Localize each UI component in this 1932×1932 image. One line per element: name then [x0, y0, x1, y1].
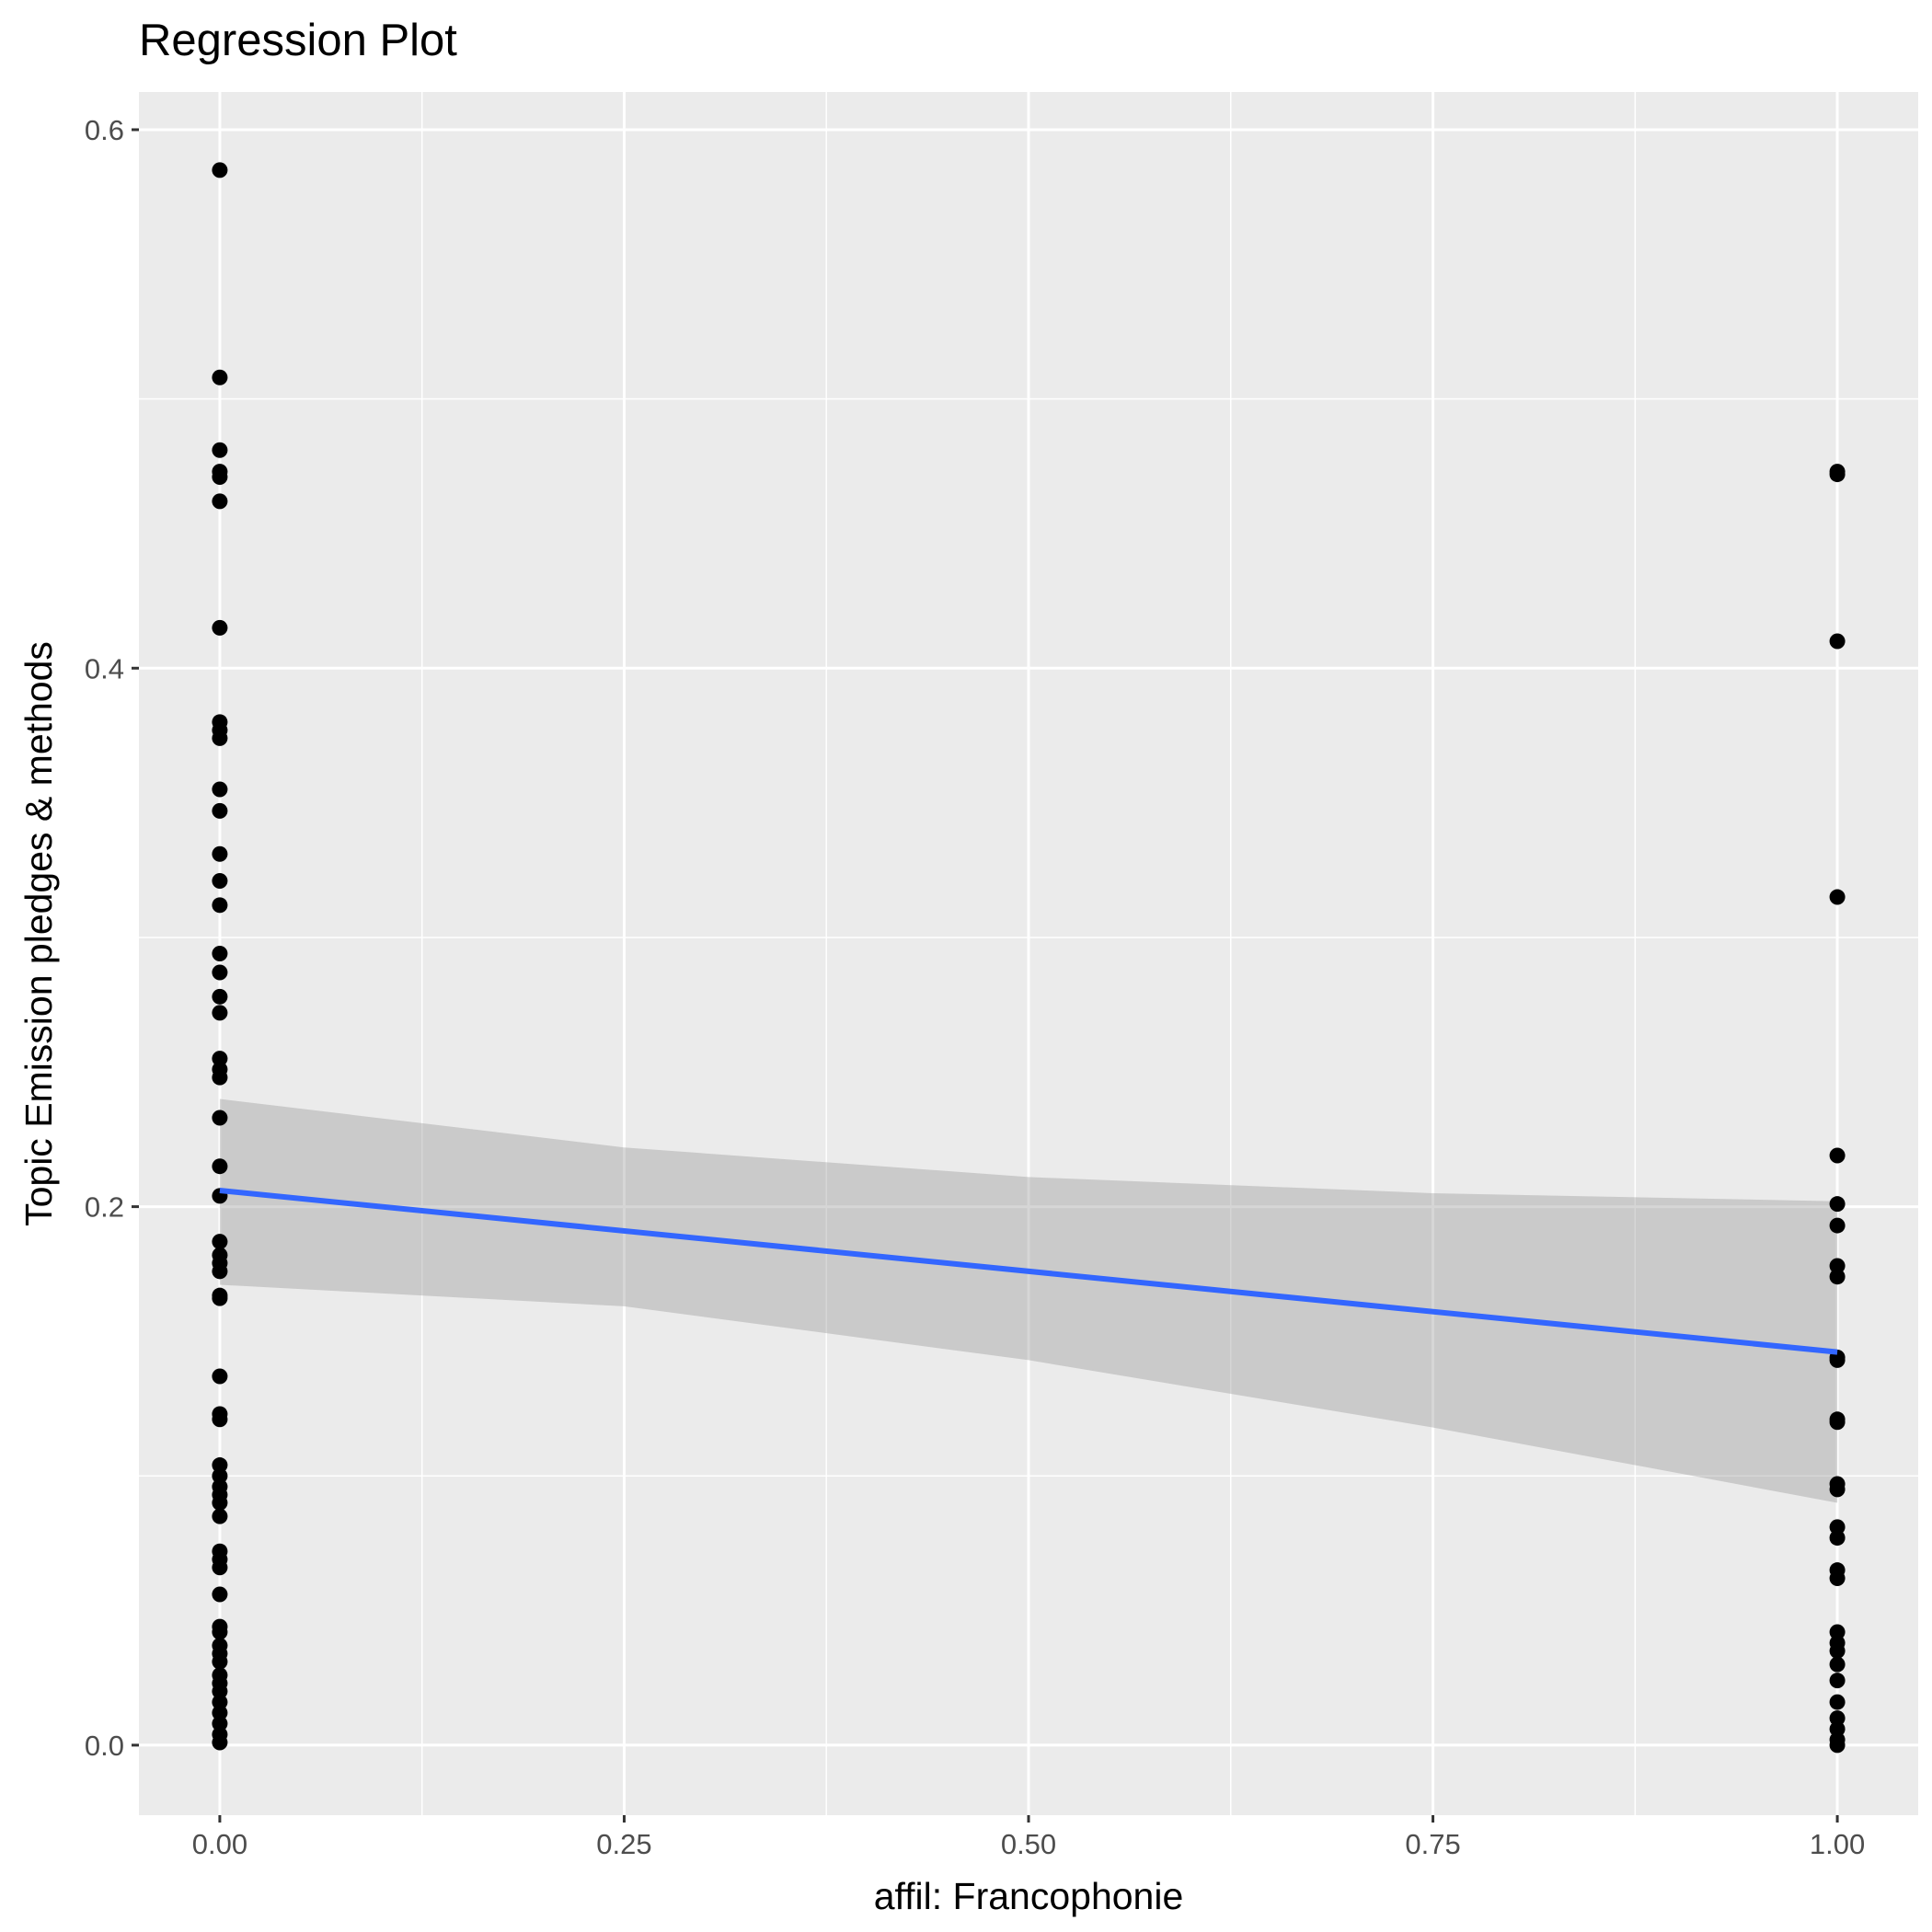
- data-point: [1829, 1737, 1846, 1754]
- data-point: [1829, 1269, 1846, 1285]
- y-tick-label: 0.0: [85, 1730, 124, 1762]
- data-point: [1829, 1147, 1846, 1164]
- x-tick-label: 0.25: [596, 1828, 651, 1860]
- data-point: [212, 802, 228, 819]
- data-point: [212, 1508, 228, 1524]
- data-point: [1829, 889, 1846, 905]
- data-point: [212, 1734, 228, 1751]
- y-axis-title: Topic Emission pledges & methods: [17, 641, 60, 1226]
- data-point: [212, 1495, 228, 1512]
- data-point: [1829, 1642, 1846, 1659]
- data-point: [212, 1457, 228, 1474]
- x-axis-title: affil: Francophonie: [874, 1875, 1184, 1917]
- data-point: [212, 845, 228, 862]
- data-point: [212, 162, 228, 178]
- data-point: [212, 619, 228, 636]
- data-point: [1829, 1710, 1846, 1727]
- data-point: [1829, 1519, 1846, 1535]
- data-point: [212, 1051, 228, 1067]
- data-point: [212, 369, 228, 385]
- x-tick-label: 0.50: [1001, 1828, 1056, 1860]
- data-point: [212, 1715, 228, 1731]
- x-tick-label: 0.00: [192, 1828, 247, 1860]
- data-point: [1829, 1694, 1846, 1710]
- data-point: [212, 872, 228, 889]
- data-point: [212, 1694, 228, 1710]
- data-point: [212, 946, 228, 961]
- data-point: [212, 1559, 228, 1576]
- data-point: [212, 1110, 228, 1126]
- data-point: [1829, 1196, 1846, 1213]
- data-point: [212, 1368, 228, 1385]
- data-point: [1829, 1351, 1846, 1368]
- data-point: [1829, 1481, 1846, 1498]
- data-point: [212, 442, 228, 458]
- data-point: [212, 1005, 228, 1021]
- regression-line: [219, 1188, 1838, 1355]
- data-point: [212, 1624, 228, 1640]
- data-point: [1829, 1414, 1846, 1431]
- data-point: [1829, 1624, 1846, 1640]
- data-point: [212, 1467, 228, 1484]
- data-point: [212, 468, 228, 485]
- data-point: [212, 988, 228, 1005]
- data-point: [1829, 1673, 1846, 1689]
- data-point: [1829, 1258, 1846, 1274]
- chart-title: Regression Plot: [139, 16, 457, 65]
- data-point: [1829, 466, 1846, 483]
- y-tick-label: 0.6: [85, 114, 124, 146]
- data-point: [212, 1653, 228, 1670]
- data-point: [212, 964, 228, 981]
- data-point: [212, 1411, 228, 1428]
- y-axis: 0.0 0.2 0.4 0.6: [85, 114, 139, 1762]
- data-point: [212, 730, 228, 746]
- data-point: [212, 1263, 228, 1280]
- x-axis: 0.00 0.25 0.50 0.75 1.00: [192, 1815, 1865, 1860]
- data-points: [212, 162, 1846, 1754]
- data-point: [212, 493, 228, 510]
- data-point: [1829, 1217, 1846, 1234]
- x-tick-label: 0.75: [1405, 1828, 1460, 1860]
- data-point: [212, 781, 228, 798]
- data-point: [212, 897, 228, 914]
- data-point: [212, 1290, 228, 1306]
- data-point: [212, 1705, 228, 1721]
- x-tick-label: 1.00: [1810, 1828, 1865, 1860]
- data-point: [1829, 1720, 1846, 1737]
- y-tick-label: 0.4: [85, 652, 124, 684]
- data-point: [212, 1158, 228, 1175]
- data-point: [212, 1234, 228, 1250]
- data-point: [212, 1586, 228, 1603]
- data-point: [212, 1069, 228, 1086]
- data-point: [1829, 1656, 1846, 1673]
- data-point: [1829, 1530, 1846, 1547]
- confidence-band: [219, 1098, 1838, 1503]
- data-point: [1829, 1570, 1846, 1586]
- y-tick-label: 0.2: [85, 1191, 124, 1224]
- data-point: [212, 1683, 228, 1699]
- data-point: [1829, 633, 1846, 650]
